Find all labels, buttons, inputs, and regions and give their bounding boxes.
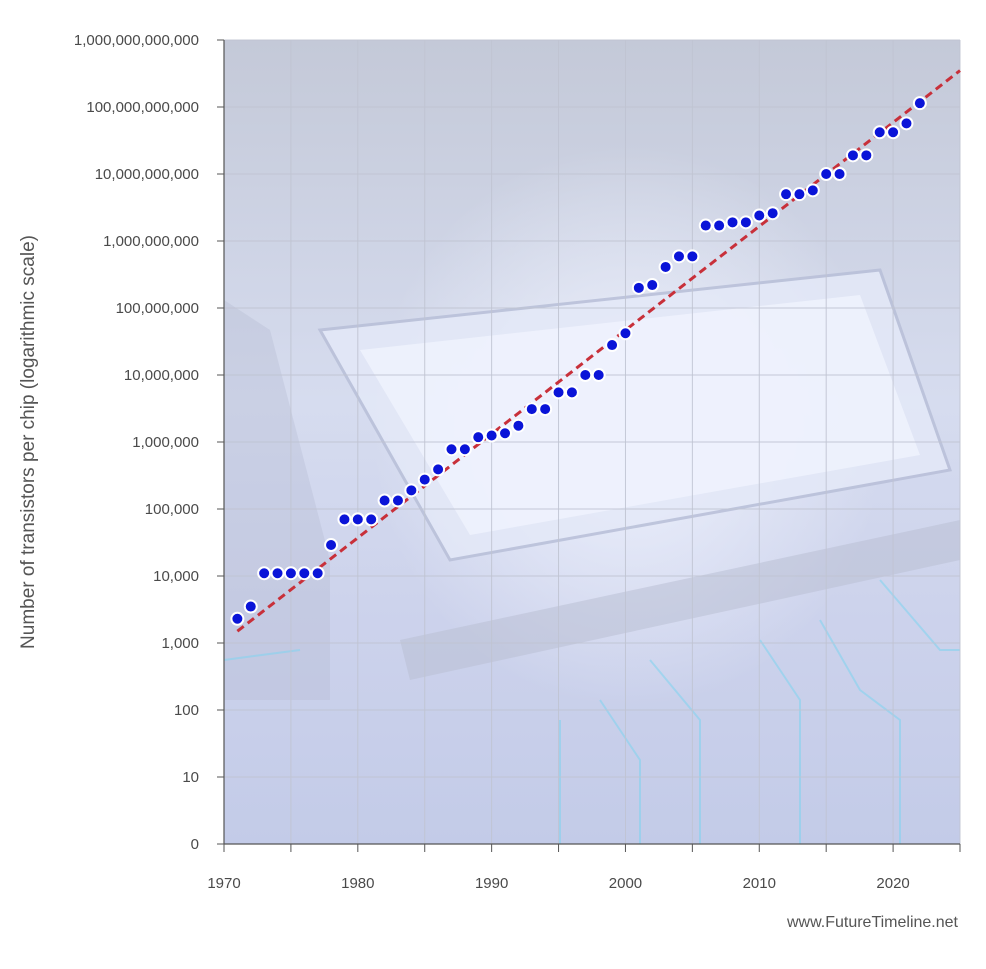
data-point: [417, 472, 432, 487]
y-tick-labels: 0 10 100 1,000 10,000 100,000 1,000,000 10,000,…: [74, 32, 199, 853]
grid-lines: [224, 39, 961, 844]
data-point: [712, 218, 727, 233]
data-point: [912, 96, 927, 111]
data-point: [551, 385, 566, 400]
data-point: [524, 402, 539, 417]
trend-line: [236, 69, 961, 633]
data-point: [498, 426, 513, 441]
y-tick-label: 1,000: [161, 635, 199, 652]
data-point: [886, 125, 901, 140]
data-point: [230, 611, 245, 626]
data-point: [564, 385, 579, 400]
y-tick-label: 1,000,000: [132, 434, 199, 451]
data-point: [471, 430, 486, 445]
x-tick-label: 1970: [207, 875, 240, 892]
data-point: [845, 148, 860, 163]
axes: [217, 39, 961, 852]
data-point: [337, 512, 352, 527]
data-point: [578, 368, 593, 382]
y-tick-label: 10: [182, 769, 199, 786]
data-point: [725, 215, 740, 230]
data-point: [658, 259, 673, 274]
y-tick-label: 100,000,000: [116, 300, 199, 317]
data-point: [698, 218, 713, 233]
data-point: [859, 148, 874, 163]
x-tick-label: 2000: [609, 875, 642, 892]
y-tick-label: 10,000: [153, 568, 199, 585]
data-point: [390, 493, 405, 508]
data-point: [872, 125, 887, 140]
data-point: [297, 566, 312, 581]
x-tick-label: 2020: [876, 875, 909, 892]
y-tick-label: 100: [174, 702, 199, 719]
data-point: [752, 208, 767, 223]
y-tick-label: 10,000,000,000: [95, 166, 199, 183]
data-point: [899, 116, 914, 131]
data-point: [765, 206, 780, 221]
data-point: [324, 538, 339, 553]
y-tick-label: 1,000,000,000: [103, 233, 199, 250]
data-point: [484, 428, 499, 443]
data-point: [671, 249, 686, 264]
x-tick-label: 2010: [743, 875, 776, 892]
trend-line-layer: [236, 69, 961, 633]
y-tick-label: 10,000,000: [124, 367, 199, 384]
data-point: [511, 418, 526, 433]
y-tick-label: 0: [191, 836, 199, 853]
data-point: [270, 566, 285, 581]
data-point: [283, 566, 298, 581]
data-point: [631, 280, 646, 295]
data-point: [685, 249, 700, 264]
data-point: [310, 566, 325, 581]
data-point: [605, 338, 620, 353]
y-tick-label: 1,000,000,000,000: [74, 32, 199, 49]
data-point: [819, 167, 834, 181]
data-point: [350, 512, 365, 527]
y-tick-label: 100,000,000,000: [86, 99, 199, 116]
data-point: [457, 442, 472, 457]
data-point: [538, 402, 553, 417]
data-point: [618, 326, 633, 341]
data-point: [257, 566, 272, 581]
credit-text: www.FutureTimeline.net: [786, 914, 958, 931]
data-point: [792, 187, 807, 202]
data-point: [805, 183, 820, 198]
x-tick-label: 1980: [341, 875, 374, 892]
y-axis-title: Number of transistors per chip (logarith…: [18, 235, 39, 649]
data-point: [591, 368, 606, 382]
data-point: [645, 278, 660, 293]
data-point: [832, 167, 847, 181]
y-tick-label: 100,000: [145, 501, 199, 518]
data-point: [738, 215, 753, 230]
x-tick-label: 1990: [475, 875, 508, 892]
data-point: [404, 483, 419, 498]
data-point: [364, 512, 379, 527]
data-point: [377, 493, 392, 508]
data-point: [444, 442, 459, 457]
data-points: [230, 96, 927, 626]
data-point: [779, 187, 794, 202]
data-point: [243, 599, 258, 614]
data-point: [431, 462, 446, 477]
x-tick-labels: 1970 1980 1990 2000 2010 2020: [207, 875, 909, 892]
